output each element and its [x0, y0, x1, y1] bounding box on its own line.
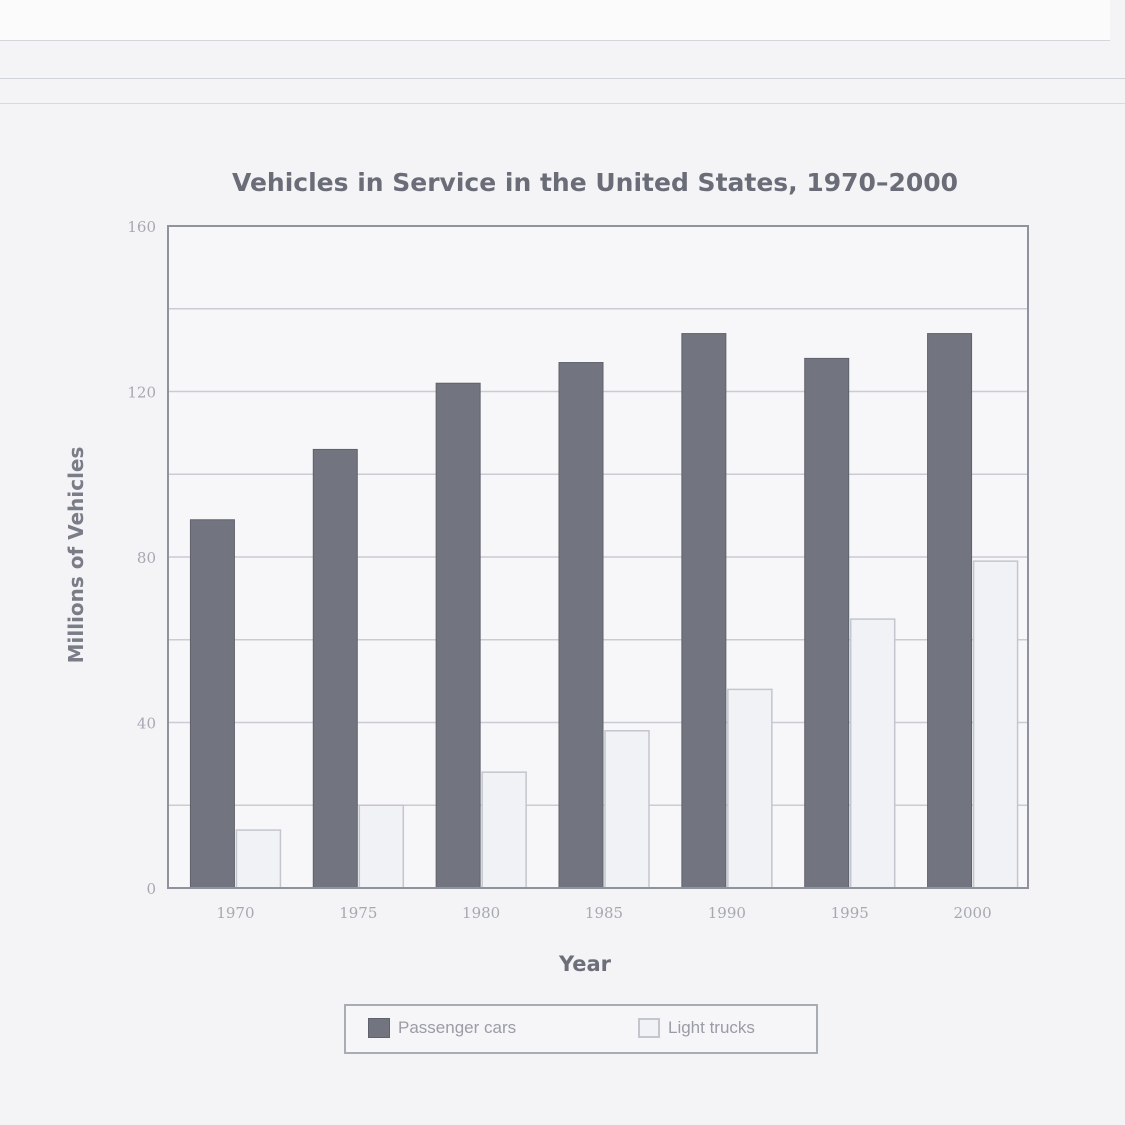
x-tick-label: 1970 — [216, 904, 254, 922]
y-tick-label: 160 — [127, 218, 156, 236]
y-tick-label: 80 — [137, 549, 156, 567]
legend-item-light-trucks: Light trucks — [638, 1018, 755, 1038]
x-tick-label: 1975 — [339, 904, 377, 922]
bar-light-trucks — [358, 804, 405, 889]
bar-light-trucks — [849, 618, 896, 889]
bar-passenger-cars — [558, 362, 604, 889]
y-tick-label: 120 — [127, 384, 156, 402]
legend-label-passenger-cars: Passenger cars — [398, 1018, 517, 1037]
section-divider — [0, 78, 1125, 104]
bar-light-trucks — [727, 688, 773, 889]
bar-passenger-cars — [312, 448, 358, 889]
plot-frame — [167, 225, 1029, 889]
y-tick-label: 40 — [137, 715, 156, 733]
legend: Passenger cars Light trucks — [344, 1004, 818, 1054]
x-tick-label: 1995 — [831, 904, 869, 922]
bar-passenger-cars — [189, 519, 235, 889]
bar-passenger-cars — [927, 333, 973, 889]
legend-swatch-passenger-cars — [368, 1018, 390, 1038]
x-tick-label: 1985 — [585, 904, 623, 922]
bar-passenger-cars — [804, 357, 850, 889]
x-tick-label: 2000 — [953, 904, 991, 922]
bar-light-trucks — [604, 730, 650, 889]
bar-light-trucks — [972, 560, 1019, 889]
bar-light-trucks — [481, 771, 527, 889]
bar-passenger-cars — [435, 382, 481, 889]
legend-item-passenger-cars: Passenger cars — [368, 1018, 516, 1038]
y-tick-label: 0 — [146, 880, 156, 898]
legend-label-light-trucks: Light trucks — [668, 1018, 755, 1037]
bar-light-trucks — [235, 829, 282, 889]
chart-title: Vehicles in Service in the United States… — [231, 168, 959, 197]
bar-passenger-cars — [681, 333, 727, 889]
legend-swatch-light-trucks — [638, 1018, 660, 1038]
x-tick-label: 1980 — [462, 904, 500, 922]
top-panel — [0, 0, 1110, 41]
x-axis-label: Year — [558, 952, 612, 976]
x-tick-label: 1990 — [708, 904, 746, 922]
